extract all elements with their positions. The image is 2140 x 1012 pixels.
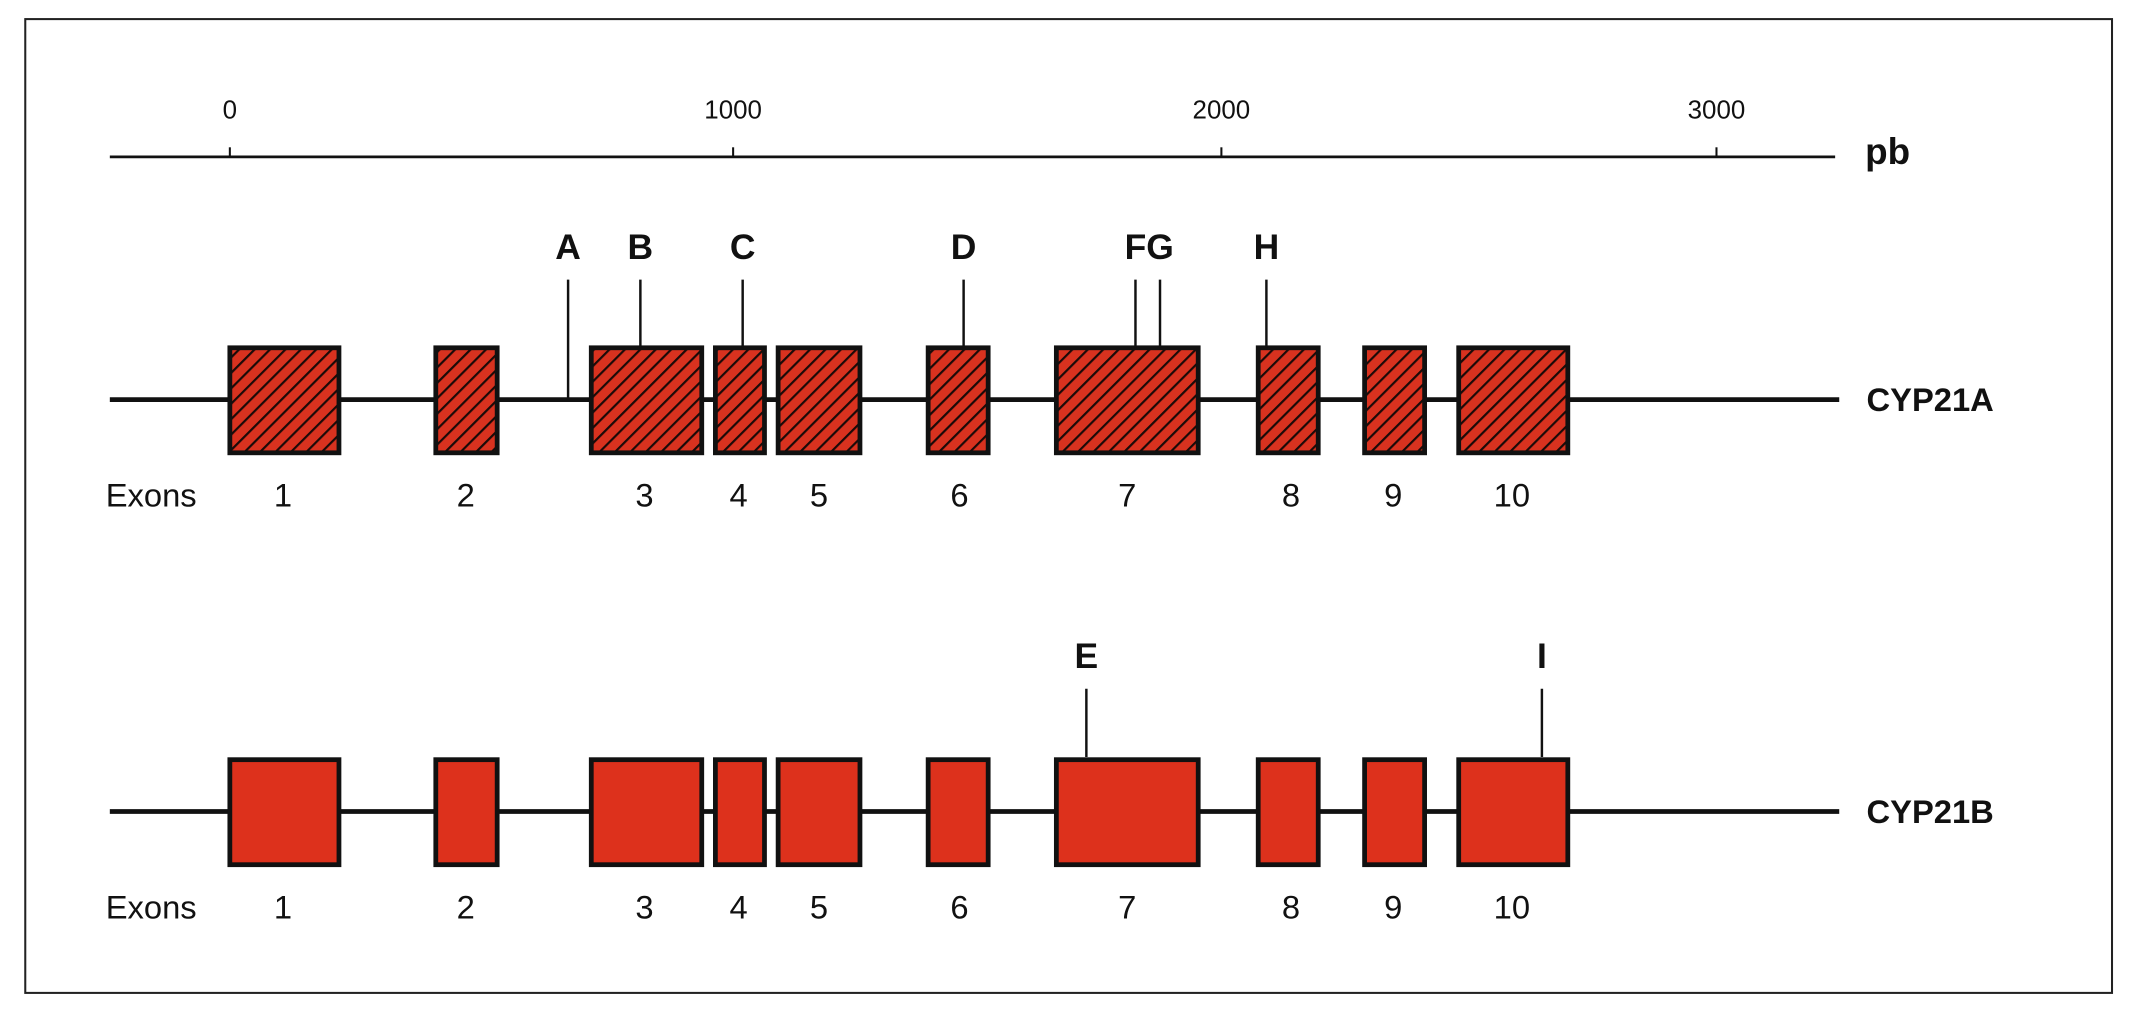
exon-number: 9 — [1384, 476, 1402, 513]
exon — [775, 757, 863, 868]
exon — [1456, 345, 1571, 456]
scale-tick-label: 0 — [223, 97, 237, 125]
exon — [433, 345, 500, 456]
exon — [1456, 757, 1571, 868]
exon — [1362, 757, 1427, 868]
scale-unit: pb — [1865, 131, 1910, 172]
exon-number: 1 — [274, 888, 292, 925]
scale-tick-label: 1000 — [704, 97, 762, 125]
exon-number: 4 — [729, 476, 747, 513]
exon-number: 8 — [1282, 476, 1300, 513]
exon — [713, 345, 767, 456]
marker-label: E — [1075, 636, 1099, 676]
marker-label: G — [1146, 227, 1174, 267]
exon-number: 7 — [1118, 888, 1136, 925]
exon — [227, 345, 342, 456]
exon-number: 8 — [1282, 888, 1300, 925]
exon — [588, 757, 705, 868]
marker-label: I — [1537, 636, 1547, 676]
exon-number: 5 — [810, 476, 828, 513]
exon-number: 2 — [457, 476, 475, 513]
exon — [925, 757, 991, 868]
exon-label: Exons — [106, 888, 197, 925]
exon — [713, 757, 767, 868]
exon — [1362, 345, 1427, 456]
marker-label: D — [951, 227, 977, 267]
scale-tick-label: 3000 — [1688, 97, 1746, 125]
exon-number: 10 — [1494, 888, 1530, 925]
exon-number: 3 — [635, 888, 653, 925]
exon — [1255, 345, 1321, 456]
exon — [433, 757, 500, 868]
exon-number: 4 — [729, 888, 747, 925]
marker-label: F — [1125, 227, 1147, 267]
exon-number: 2 — [457, 888, 475, 925]
exon — [227, 757, 342, 868]
gene-name: CYP21A — [1867, 381, 1994, 418]
exon-number: 1 — [274, 476, 292, 513]
exon-number: 5 — [810, 888, 828, 925]
scale-tick-label: 2000 — [1193, 97, 1251, 125]
marker-label: B — [628, 227, 654, 267]
marker-label: C — [730, 227, 756, 267]
exon-number: 10 — [1494, 476, 1530, 513]
frame — [24, 18, 2114, 994]
exon-number: 9 — [1384, 888, 1402, 925]
exon — [925, 345, 991, 456]
exon-label: Exons — [106, 476, 197, 513]
exon-number: 6 — [950, 888, 968, 925]
exon-number: 3 — [635, 476, 653, 513]
marker-label: H — [1254, 227, 1280, 267]
exon-number: 7 — [1118, 476, 1136, 513]
exon — [775, 345, 863, 456]
exon-number: 6 — [950, 476, 968, 513]
marker-label: A — [555, 227, 581, 267]
exon — [1053, 757, 1201, 868]
exon — [1255, 757, 1321, 868]
gene-name: CYP21B — [1867, 793, 1994, 830]
exon — [588, 345, 705, 456]
exon — [1053, 345, 1201, 456]
